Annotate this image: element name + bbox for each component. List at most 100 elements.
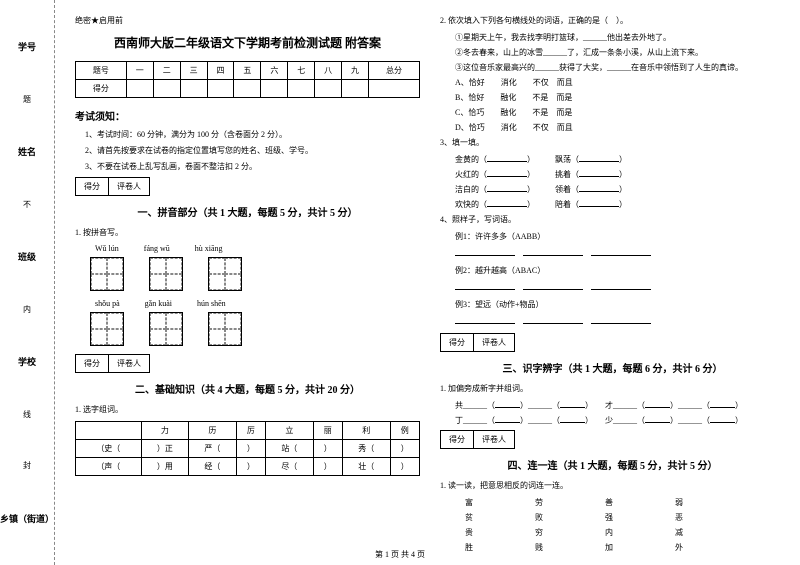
blank[interactable] bbox=[579, 161, 619, 162]
score-header-cell: 总分 bbox=[369, 62, 420, 80]
blank[interactable] bbox=[455, 323, 515, 324]
blank[interactable] bbox=[523, 255, 583, 256]
q2-3: 3、填一填。 bbox=[440, 137, 785, 148]
zi-cell: ）用 bbox=[141, 458, 189, 476]
lian-word: 善 bbox=[605, 497, 625, 508]
left-column: 绝密★启用前 西南师大版二年级语文下学期考前检测试题 附答案 题号一二三四五六七… bbox=[55, 0, 430, 565]
char-grid bbox=[149, 257, 183, 291]
grader-label: 评卷人 bbox=[474, 431, 514, 448]
q3-1: 1. 加偏旁成新字并组词。 bbox=[440, 383, 785, 394]
q2-4: 4、照样子，写词语。 bbox=[440, 214, 785, 225]
blank[interactable] bbox=[455, 255, 515, 256]
grader-label: 评卷人 bbox=[109, 355, 149, 372]
score-header-cell: 八 bbox=[315, 62, 342, 80]
fill-line: 欢快的（） 陪着（） bbox=[440, 199, 785, 210]
lian-word: 穷 bbox=[535, 527, 555, 538]
blank[interactable] bbox=[487, 191, 527, 192]
zi-header-cell: 利 bbox=[342, 422, 390, 440]
score-cell[interactable] bbox=[288, 80, 315, 98]
zi-header-cell: 立 bbox=[266, 422, 314, 440]
sentence-1: ①星期天上午，我去找李明打篮球，______他出差去外地了。 bbox=[440, 32, 785, 43]
blank[interactable] bbox=[591, 323, 651, 324]
blank[interactable] bbox=[710, 422, 735, 423]
zi-header-cell: 厉 bbox=[236, 422, 265, 440]
pinyin-1: Wǔ lún bbox=[95, 244, 119, 253]
score-cell[interactable] bbox=[261, 80, 288, 98]
score-header-cell: 题号 bbox=[76, 62, 127, 80]
score-cell[interactable] bbox=[153, 80, 180, 98]
score-cell[interactable] bbox=[234, 80, 261, 98]
blank[interactable] bbox=[579, 176, 619, 177]
page-footer: 第 1 页 共 4 页 bbox=[0, 549, 800, 560]
blank[interactable] bbox=[710, 407, 735, 408]
binding-field-3: 班级 bbox=[18, 250, 36, 263]
zi-cell: 严（ bbox=[189, 440, 237, 458]
score-cell[interactable] bbox=[180, 80, 207, 98]
score-cell[interactable] bbox=[315, 80, 342, 98]
binding-field-5: 学号 bbox=[18, 40, 36, 53]
pinyin-3: hù xiāng bbox=[195, 244, 223, 253]
lian-word: 贫 bbox=[465, 512, 485, 523]
score-table: 题号一二三四五六七八九总分 得分 bbox=[75, 61, 420, 98]
notice-title: 考试须知： bbox=[75, 108, 420, 123]
option-a: A、恰好 消化 不仅 而且 bbox=[440, 77, 785, 88]
score-header-cell: 三 bbox=[180, 62, 207, 80]
q4-1: 1. 读一读，把意思相反的词连一连。 bbox=[440, 480, 785, 491]
blank[interactable] bbox=[560, 422, 585, 423]
score-cell[interactable] bbox=[342, 80, 369, 98]
char-grid bbox=[149, 312, 183, 346]
blank[interactable] bbox=[487, 176, 527, 177]
bian-line: 共______（）______（） 才______（）______（） bbox=[440, 400, 785, 411]
blank[interactable] bbox=[591, 289, 651, 290]
score-label: 得分 bbox=[441, 334, 474, 351]
fill-line: 火红的（） 挑着（） bbox=[440, 169, 785, 180]
binding-field-1: 乡镇（街道） bbox=[0, 512, 54, 525]
sentence-2: ②冬去春来，山上的冰雪______了，汇成一条条小溪，从山上流下来。 bbox=[440, 47, 785, 58]
zi-header-cell: 历 bbox=[189, 422, 237, 440]
section-scorebox-1: 得分 评卷人 bbox=[75, 177, 150, 196]
lian-word: 减 bbox=[675, 527, 695, 538]
pinyin-2: fáng wū bbox=[144, 244, 170, 253]
zi-header-cell: 丽 bbox=[313, 422, 342, 440]
secret-label: 绝密★启用前 bbox=[75, 15, 420, 26]
blank[interactable] bbox=[455, 289, 515, 290]
zi-cell: 尽（ bbox=[266, 458, 314, 476]
score-cell[interactable] bbox=[207, 80, 234, 98]
score-cell[interactable] bbox=[369, 80, 420, 98]
score-header-cell: 二 bbox=[153, 62, 180, 80]
section-scorebox-3: 得分 评卷人 bbox=[440, 333, 515, 352]
score-cell[interactable] bbox=[126, 80, 153, 98]
blank[interactable] bbox=[487, 206, 527, 207]
exam-title: 西南师大版二年级语文下学期考前检测试题 附答案 bbox=[75, 34, 420, 51]
blank[interactable] bbox=[645, 407, 670, 408]
blank[interactable] bbox=[487, 161, 527, 162]
blank[interactable] bbox=[579, 206, 619, 207]
pinyin-5: gǎn kuài bbox=[145, 299, 172, 308]
score-label: 得分 bbox=[76, 178, 109, 195]
binding-mark-2: 线 bbox=[23, 409, 31, 420]
score-label: 得分 bbox=[76, 355, 109, 372]
zi-cell: （史（ bbox=[76, 440, 142, 458]
grader-label: 评卷人 bbox=[109, 178, 149, 195]
blank[interactable] bbox=[645, 422, 670, 423]
blank[interactable] bbox=[579, 191, 619, 192]
blank[interactable] bbox=[523, 289, 583, 290]
char-grid bbox=[208, 312, 242, 346]
ex-1: 例1：许许多多（AABB） bbox=[455, 232, 545, 241]
lian-row: 贫败强恶 bbox=[440, 512, 785, 523]
zi-cell: ） bbox=[390, 440, 420, 458]
lian-word: 强 bbox=[605, 512, 625, 523]
blank[interactable] bbox=[495, 422, 520, 423]
binding-field-4: 姓名 bbox=[18, 145, 36, 158]
blank[interactable] bbox=[560, 407, 585, 408]
lian-word: 劳 bbox=[535, 497, 555, 508]
binding-mark-6: 题 bbox=[23, 94, 31, 105]
blank[interactable] bbox=[591, 255, 651, 256]
binding-strip: 学号 题 姓名 不 班级 内 学校 线 封 乡镇（街道） bbox=[0, 0, 55, 565]
q1-1: 1. 按拼音写。 bbox=[75, 227, 420, 238]
binding-mark-1: 封 bbox=[23, 460, 31, 471]
char-grid bbox=[90, 257, 124, 291]
blank[interactable] bbox=[523, 323, 583, 324]
blank[interactable] bbox=[495, 407, 520, 408]
zi-cell: （声（ bbox=[76, 458, 142, 476]
